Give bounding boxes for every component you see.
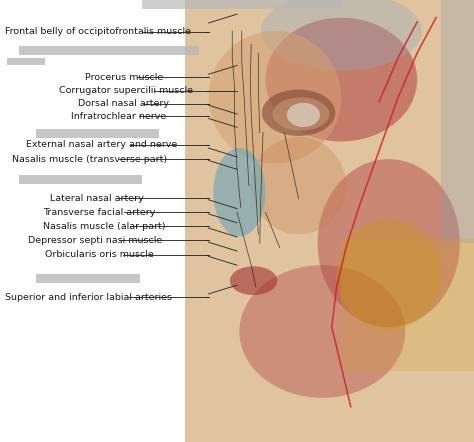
Text: Corrugator supercilii muscle: Corrugator supercilii muscle	[59, 86, 193, 95]
Bar	[142, 0, 341, 9]
Text: Orbicularis oris muscle: Orbicularis oris muscle	[45, 250, 154, 259]
Ellipse shape	[230, 266, 277, 295]
Bar	[19, 46, 199, 55]
Ellipse shape	[262, 89, 336, 136]
Text: Transverse facial artery: Transverse facial artery	[43, 208, 155, 217]
Ellipse shape	[337, 219, 441, 329]
Ellipse shape	[251, 137, 346, 234]
Ellipse shape	[261, 0, 422, 71]
Ellipse shape	[273, 97, 329, 130]
Ellipse shape	[287, 103, 320, 127]
Text: Superior and inferior labial arteries: Superior and inferior labial arteries	[5, 293, 172, 301]
Bar	[441, 0, 474, 243]
Bar	[19, 175, 142, 184]
Bar	[36, 129, 159, 138]
Text: Depressor septi nasi muscle: Depressor septi nasi muscle	[28, 236, 163, 245]
Text: Nasalis muscle (alar part): Nasalis muscle (alar part)	[43, 222, 165, 231]
Text: Procerus muscle: Procerus muscle	[85, 73, 164, 82]
Text: Infratrochlear nerve: Infratrochlear nerve	[71, 112, 166, 121]
Ellipse shape	[265, 18, 417, 141]
Bar	[7, 58, 45, 65]
Ellipse shape	[213, 148, 265, 236]
Ellipse shape	[239, 265, 405, 398]
Bar	[341, 239, 474, 371]
Text: Frontal belly of occipitofrontalis muscle: Frontal belly of occipitofrontalis muscl…	[5, 27, 191, 36]
Ellipse shape	[209, 31, 341, 164]
Text: Nasalis muscle (transverse part): Nasalis muscle (transverse part)	[12, 155, 167, 164]
Bar	[36, 274, 140, 283]
Ellipse shape	[318, 159, 460, 327]
Text: Dorsal nasal artery: Dorsal nasal artery	[78, 99, 169, 108]
Text: Lateral nasal artery: Lateral nasal artery	[50, 194, 144, 202]
Text: External nasal artery and nerve: External nasal artery and nerve	[26, 141, 177, 149]
Bar	[185, 0, 474, 442]
